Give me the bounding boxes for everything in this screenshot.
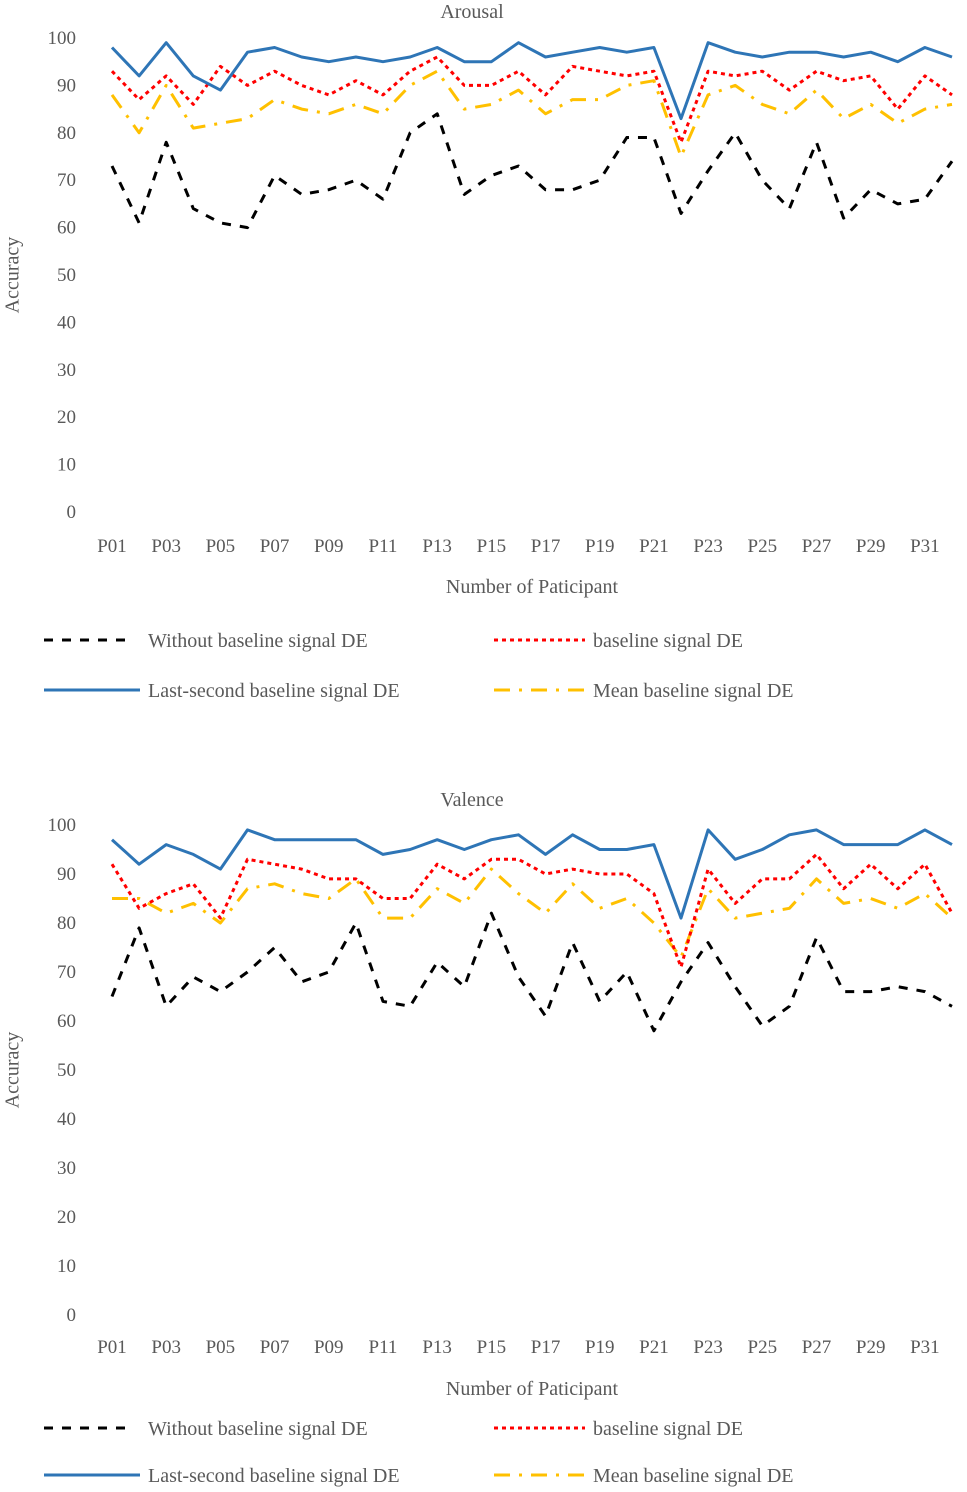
y-tick-label: 50 xyxy=(57,1060,76,1081)
x-tick-label: P19 xyxy=(585,536,615,557)
y-tick-label: 30 xyxy=(57,360,76,381)
x-tick-label: P21 xyxy=(639,536,669,557)
x-axis-label: Number of Paticipant xyxy=(446,1378,619,1400)
y-tick-label: 100 xyxy=(48,28,77,49)
x-tick-label: P31 xyxy=(910,536,940,557)
series-line-last-second-baseline-signal-de xyxy=(110,41,953,121)
x-tick-label: P17 xyxy=(531,1337,561,1358)
y-tick-label: 80 xyxy=(57,913,76,934)
y-tick-label: 100 xyxy=(48,815,77,836)
x-tick-label: P15 xyxy=(477,536,507,557)
legend-label: Last-second baseline signal DE xyxy=(148,1465,400,1487)
x-tick-label: P01 xyxy=(97,536,127,557)
legend-label: Without baseline signal DE xyxy=(148,1418,368,1440)
x-tick-label: P19 xyxy=(585,1337,615,1358)
x-tick-label: P17 xyxy=(531,536,561,557)
x-tick-label: P07 xyxy=(260,536,290,557)
series-line-mean-baseline-signal-de xyxy=(110,69,953,158)
legend-label: baseline signal DE xyxy=(593,630,743,652)
x-tick-label: P09 xyxy=(314,536,344,557)
legend-label: Without baseline signal DE xyxy=(148,630,368,652)
x-tick-label: P23 xyxy=(693,1337,723,1358)
y-tick-label: 20 xyxy=(57,407,76,428)
x-tick-label: P27 xyxy=(802,1337,832,1358)
x-axis-label: Number of Paticipant xyxy=(446,576,619,598)
legend-label: Last-second baseline signal DE xyxy=(148,680,400,702)
legend-label: baseline signal DE xyxy=(593,1418,743,1440)
x-tick-label: P13 xyxy=(422,1337,452,1358)
y-axis-label: Accuracy xyxy=(2,1032,24,1109)
y-tick-label: 40 xyxy=(57,1109,76,1130)
x-tick-label: P15 xyxy=(477,1337,507,1358)
x-tick-label: P27 xyxy=(802,536,832,557)
y-tick-label: 20 xyxy=(57,1207,76,1228)
x-tick-label: P31 xyxy=(910,1337,940,1358)
chart-title: Arousal xyxy=(440,1,504,23)
chart-0: Arousal 0 10 20 30 40 50 60 70 80 90 100 P01 P03 P05 P0… xyxy=(2,1,954,702)
x-tick-label: P21 xyxy=(639,1337,669,1358)
x-tick-label: P03 xyxy=(151,1337,181,1358)
y-tick-label: 90 xyxy=(57,864,76,885)
y-tick-label: 0 xyxy=(67,1305,77,1326)
legend-label: Mean baseline signal DE xyxy=(593,1465,794,1487)
y-axis-label: Accuracy xyxy=(2,237,24,314)
chart-title: Valence xyxy=(440,789,503,811)
y-tick-label: 60 xyxy=(57,218,76,239)
y-tick-label: 90 xyxy=(57,75,76,96)
x-tick-label: P05 xyxy=(206,536,236,557)
x-tick-label: P05 xyxy=(206,1337,236,1358)
y-tick-label: 60 xyxy=(57,1011,76,1032)
x-tick-label: P09 xyxy=(314,1337,344,1358)
x-tick-label: P25 xyxy=(748,536,778,557)
x-tick-label: P11 xyxy=(369,536,398,557)
x-tick-label: P23 xyxy=(693,536,723,557)
legend-label: Mean baseline signal DE xyxy=(593,680,794,702)
x-tick-label: P25 xyxy=(748,1337,778,1358)
y-tick-label: 70 xyxy=(57,170,76,191)
x-tick-label: P29 xyxy=(856,536,886,557)
y-tick-label: 30 xyxy=(57,1158,76,1179)
y-tick-label: 0 xyxy=(67,502,77,523)
x-tick-label: P07 xyxy=(260,1337,290,1358)
y-tick-label: 40 xyxy=(57,312,76,333)
series-line-baseline-signal-de xyxy=(110,852,954,969)
x-tick-label: P13 xyxy=(422,536,452,557)
series-line-mean-baseline-signal-de xyxy=(112,867,954,959)
x-tick-label: P11 xyxy=(369,1337,398,1358)
series-line-last-second-baseline-signal-de xyxy=(110,828,953,920)
chart-1: Valence 0 10 20 30 40 50 60 70 80 90 100 P01 P03 P05 P0… xyxy=(2,789,954,1487)
series-line-without-baseline-signal-de xyxy=(110,911,953,1033)
x-tick-label: P29 xyxy=(856,1337,886,1358)
x-tick-label: P03 xyxy=(151,536,181,557)
series-line-without-baseline-signal-de xyxy=(110,112,954,230)
y-tick-label: 50 xyxy=(57,265,76,286)
x-tick-label: P01 xyxy=(97,1337,127,1358)
y-tick-label: 10 xyxy=(57,1256,76,1277)
y-tick-label: 10 xyxy=(57,455,76,476)
y-tick-label: 70 xyxy=(57,962,76,983)
y-tick-label: 80 xyxy=(57,123,76,144)
